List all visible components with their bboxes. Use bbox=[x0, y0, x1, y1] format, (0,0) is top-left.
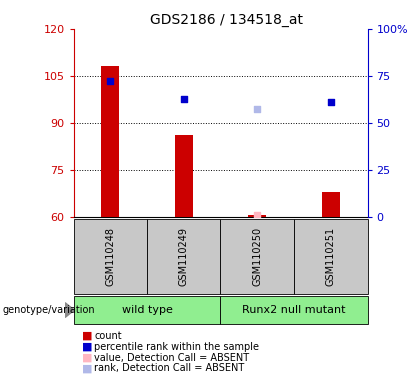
Point bbox=[181, 96, 187, 103]
Bar bbox=[248, 215, 266, 217]
Text: GSM110250: GSM110250 bbox=[252, 227, 262, 286]
Text: ■: ■ bbox=[82, 363, 92, 373]
Bar bbox=[322, 192, 340, 217]
Text: genotype/variation: genotype/variation bbox=[2, 305, 95, 315]
Polygon shape bbox=[65, 303, 74, 318]
Bar bbox=[175, 136, 193, 217]
Text: ■: ■ bbox=[82, 353, 92, 362]
Text: GSM110248: GSM110248 bbox=[105, 227, 115, 286]
Text: GSM110249: GSM110249 bbox=[179, 227, 189, 286]
Point bbox=[328, 99, 334, 106]
Text: wild type: wild type bbox=[121, 305, 173, 315]
Point bbox=[107, 78, 113, 84]
Text: GDS2186 / 134518_at: GDS2186 / 134518_at bbox=[150, 13, 303, 27]
Text: ■: ■ bbox=[82, 342, 92, 352]
Point bbox=[254, 212, 260, 218]
Text: GSM110251: GSM110251 bbox=[326, 227, 336, 286]
Text: value, Detection Call = ABSENT: value, Detection Call = ABSENT bbox=[94, 353, 249, 362]
Text: percentile rank within the sample: percentile rank within the sample bbox=[94, 342, 260, 352]
Bar bbox=[101, 66, 119, 217]
Text: Runx2 null mutant: Runx2 null mutant bbox=[242, 305, 346, 315]
Point bbox=[254, 106, 260, 112]
Text: count: count bbox=[94, 331, 122, 341]
Text: ■: ■ bbox=[82, 331, 92, 341]
Text: rank, Detection Call = ABSENT: rank, Detection Call = ABSENT bbox=[94, 363, 245, 373]
